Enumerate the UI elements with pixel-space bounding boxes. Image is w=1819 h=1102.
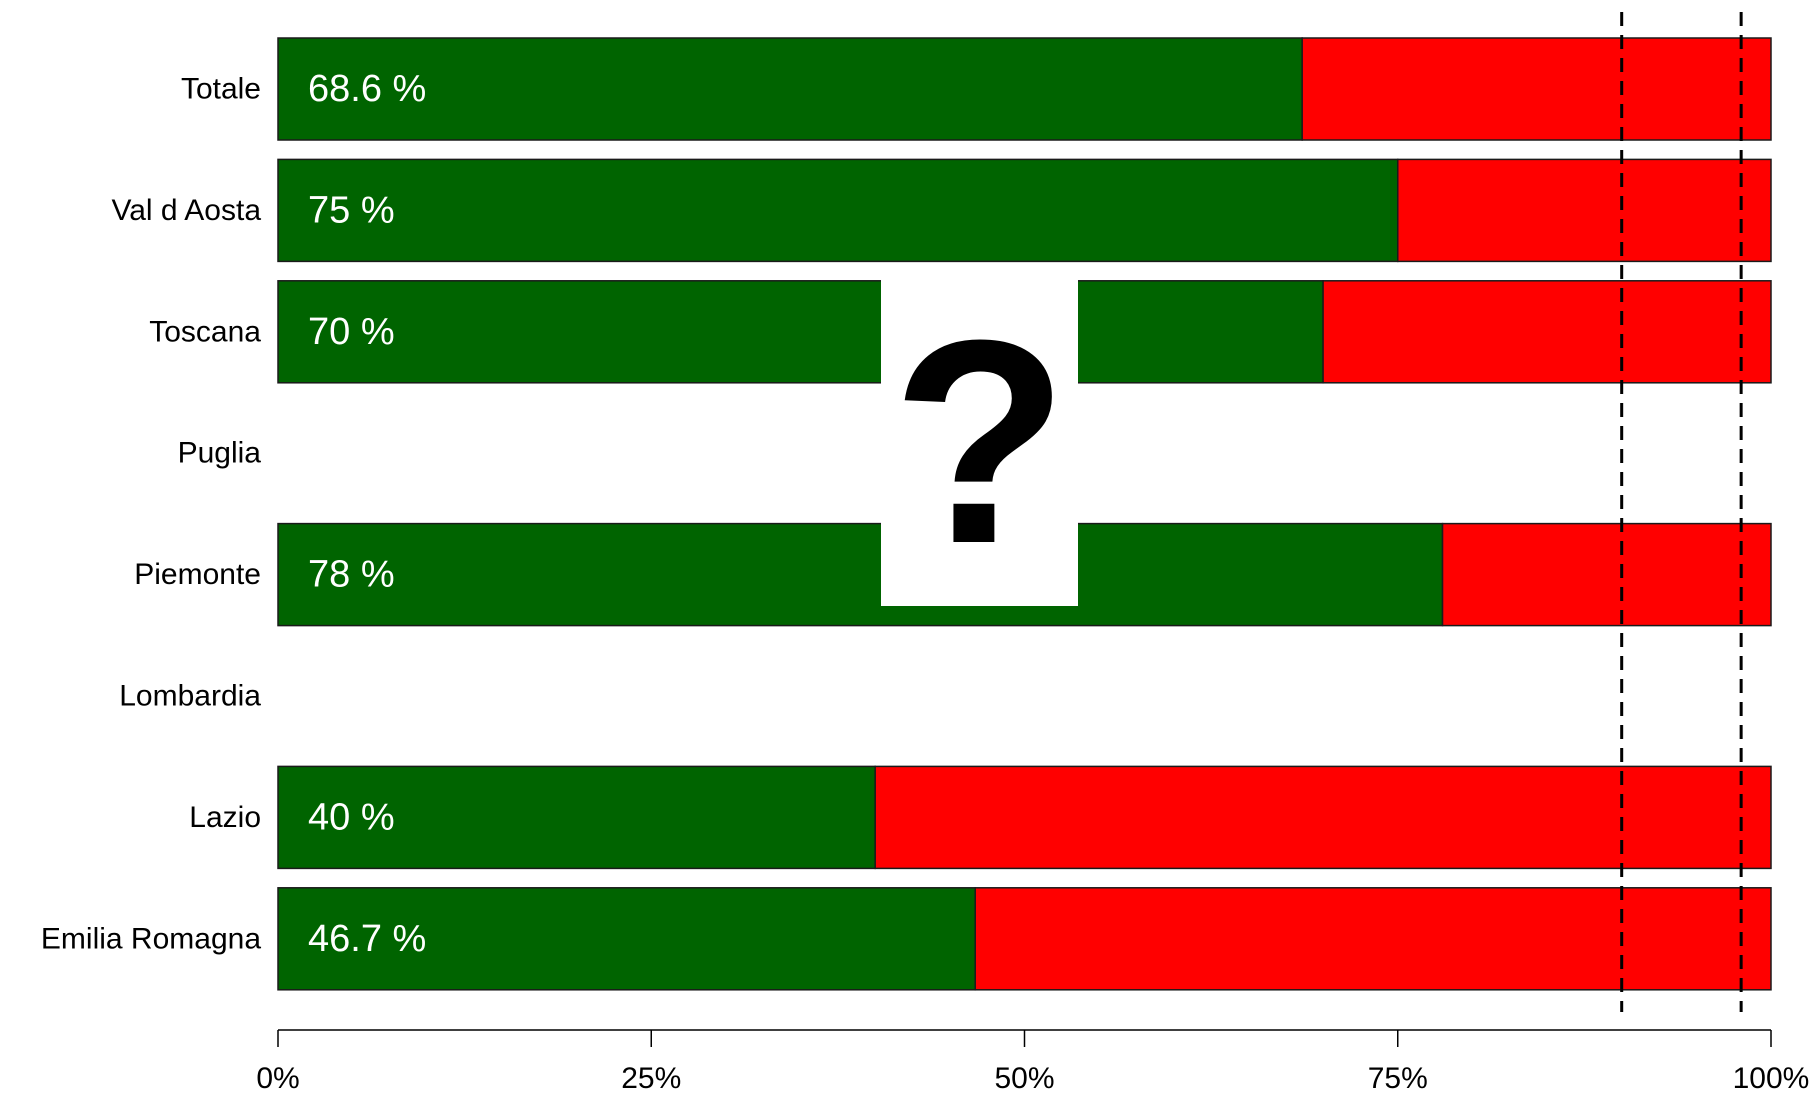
category-label: Lombardia xyxy=(119,680,261,713)
bar-segment-negative xyxy=(874,765,1772,870)
category-label: Val d Aosta xyxy=(111,194,261,227)
data-labels-layer: 68.6 % 75 % 70 % 78 % 40 % 46.7 % xyxy=(308,68,426,960)
bar-segment-negative xyxy=(1301,37,1772,141)
x-tick-label: 100% xyxy=(1733,1062,1810,1095)
category-labels-layer: Totale Val d Aosta Toscana Puglia Piemonte Lo… xyxy=(41,73,261,956)
bar-value-label: 78 % xyxy=(308,554,395,596)
bar-value-label: 70 % xyxy=(308,311,395,353)
category-label: Totale xyxy=(181,73,261,106)
x-axis: 0% 25% 50% 75% 100% xyxy=(256,1029,1810,1095)
x-tick-label: 0% xyxy=(256,1062,299,1095)
bar-segment-negative xyxy=(1397,158,1772,263)
question-mark: ? xyxy=(891,280,1068,604)
category-label: Lazio xyxy=(189,801,261,834)
reference-lines-layer xyxy=(1620,12,1743,1012)
bar-value-label: 40 % xyxy=(308,796,395,838)
bar-segment-positive xyxy=(277,37,1303,141)
bar-segment-positive xyxy=(277,765,876,870)
category-label: Piemonte xyxy=(134,558,261,591)
overlay-box xyxy=(881,272,1078,606)
bar-value-label: 46.7 % xyxy=(308,918,426,960)
bar-segment-positive xyxy=(277,158,1399,263)
category-label: Puglia xyxy=(178,437,262,470)
category-label: Emilia Romagna xyxy=(41,922,261,955)
question-overlay: ? xyxy=(881,272,1078,606)
category-label: Toscana xyxy=(149,315,261,348)
x-tick-label: 50% xyxy=(994,1062,1054,1095)
bar-segment-negative xyxy=(1322,280,1772,384)
bar-segment-positive xyxy=(277,280,1324,384)
bar-segment-negative xyxy=(974,887,1772,991)
bars-layer xyxy=(277,37,1772,991)
bar-value-label: 68.6 % xyxy=(308,68,426,110)
bar-value-label: 75 % xyxy=(308,189,395,231)
x-tick-label: 75% xyxy=(1368,1062,1428,1095)
bar-segment-negative xyxy=(1441,522,1772,627)
bar-segment-positive xyxy=(277,522,1444,627)
x-tick-label: 25% xyxy=(621,1062,681,1095)
